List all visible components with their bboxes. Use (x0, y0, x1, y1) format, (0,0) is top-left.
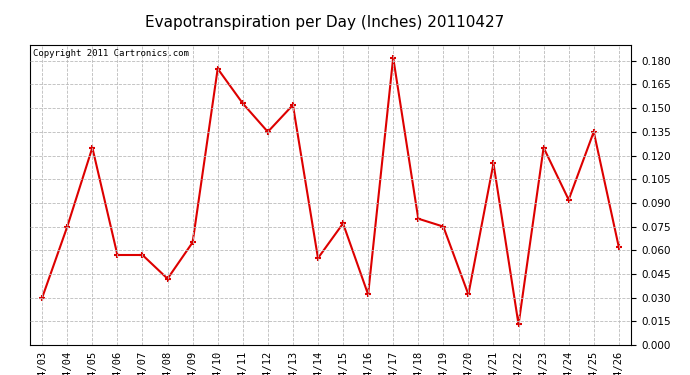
Text: Copyright 2011 Cartronics.com: Copyright 2011 Cartronics.com (32, 50, 188, 58)
Text: Evapotranspiration per Day (Inches) 20110427: Evapotranspiration per Day (Inches) 2011… (145, 15, 504, 30)
